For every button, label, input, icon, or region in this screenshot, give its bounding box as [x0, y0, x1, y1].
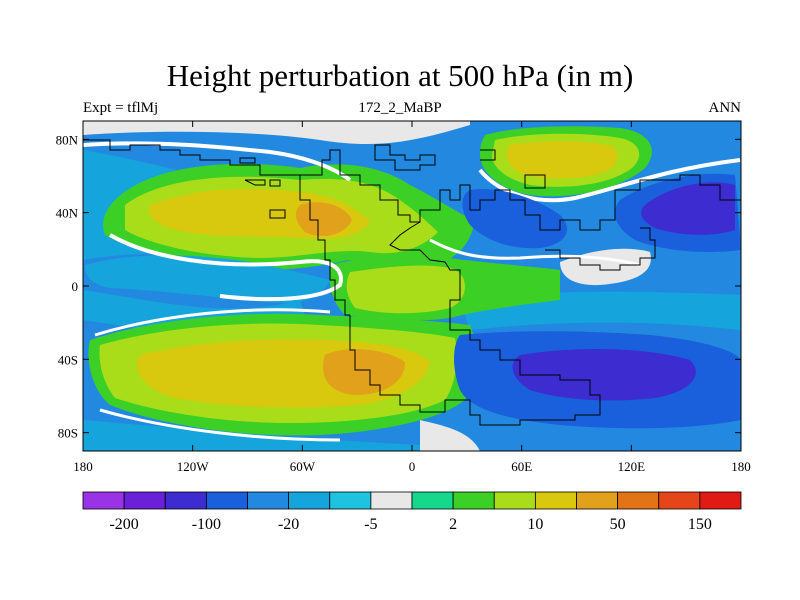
field-band — [512, 348, 696, 401]
colorbar-label: 50 — [610, 516, 626, 533]
y-tick-label: 80N — [56, 132, 79, 147]
y-tick-label: 40S — [58, 352, 78, 367]
colorbar-swatch — [247, 491, 290, 510]
arctic-coast-outline — [480, 149, 496, 161]
colorbar-swatch — [493, 491, 536, 510]
x-tick-label: 120E — [618, 459, 646, 474]
season-label: ANN — [708, 100, 742, 116]
north-america-outline — [83, 139, 300, 176]
case-label: 172_2_MaBP — [358, 100, 442, 116]
colorbar-label: 2 — [449, 516, 457, 533]
colorbar-swatch — [205, 491, 248, 510]
x-tick-label: 120W — [177, 459, 210, 474]
field-band — [323, 349, 405, 395]
colorbar-swatch — [658, 491, 701, 510]
x-tick-label: 60W — [290, 459, 316, 474]
x-axis: 180 120W 60W 0 60E 120E 180 — [73, 121, 751, 474]
field-contour — [94, 308, 331, 337]
colorbar-swatch — [576, 491, 619, 510]
field-contour — [83, 141, 352, 182]
continent-outlines — [83, 139, 741, 426]
colorbar-swatch — [329, 491, 372, 510]
colorbar-label: 10 — [527, 516, 543, 533]
y-axis: 80N 40N 0 40S 80S — [56, 132, 741, 441]
colorbar-swatch — [370, 491, 413, 510]
field-band — [506, 141, 618, 179]
colorbar-swatch — [288, 491, 331, 510]
x-tick-label: 60E — [511, 459, 532, 474]
colorbar-swatch — [123, 491, 166, 510]
colorbar-label: -100 — [192, 516, 221, 533]
field-band — [420, 420, 480, 451]
x-tick-label: 180 — [731, 459, 751, 474]
greenland-outline — [374, 144, 436, 171]
southeast-asia-outline — [545, 227, 656, 271]
colorbar-swatch — [534, 491, 577, 510]
field-band — [83, 121, 470, 145]
colorbar-swatch — [411, 491, 454, 510]
colorbar-label: -200 — [109, 516, 138, 533]
contour-field — [83, 121, 741, 451]
colorbar-swatch — [82, 491, 125, 510]
caspian-outline — [524, 174, 546, 189]
field-contour — [99, 408, 341, 442]
x-tick-label: 180 — [73, 459, 93, 474]
colorbar-label: 150 — [688, 516, 712, 533]
figure-title: Height perturbation at 500 hPa (in m) — [166, 58, 634, 93]
colorbar-label: -5 — [364, 516, 377, 533]
eurasia-north-outline — [300, 149, 741, 231]
y-tick-label: 40N — [56, 206, 79, 221]
colorbar-swatch — [164, 491, 207, 510]
lake-outline — [269, 209, 286, 219]
colorbar-swatch — [452, 491, 495, 510]
africa-southern-outline — [349, 221, 601, 426]
field-band — [641, 182, 735, 235]
field-band — [462, 189, 568, 249]
experiment-label: Expt = tflMj — [83, 100, 159, 116]
field-contour — [429, 238, 641, 267]
field-contour — [478, 158, 741, 203]
field-band — [346, 265, 465, 314]
y-tick-label: 0 — [72, 279, 79, 294]
arctic-islands-outline — [239, 157, 281, 187]
field-contour — [109, 233, 343, 302]
colorbar-label: -20 — [278, 516, 299, 533]
colorbar-swatch — [699, 491, 742, 510]
america-coast-outline — [299, 175, 350, 316]
x-tick-label: 0 — [409, 459, 416, 474]
colorbar-swatch — [617, 491, 660, 510]
colorbar: -200 -100 -20 -5 2 10 50 150 — [82, 491, 742, 533]
y-tick-label: 80S — [58, 426, 78, 441]
field-band — [84, 255, 330, 303]
